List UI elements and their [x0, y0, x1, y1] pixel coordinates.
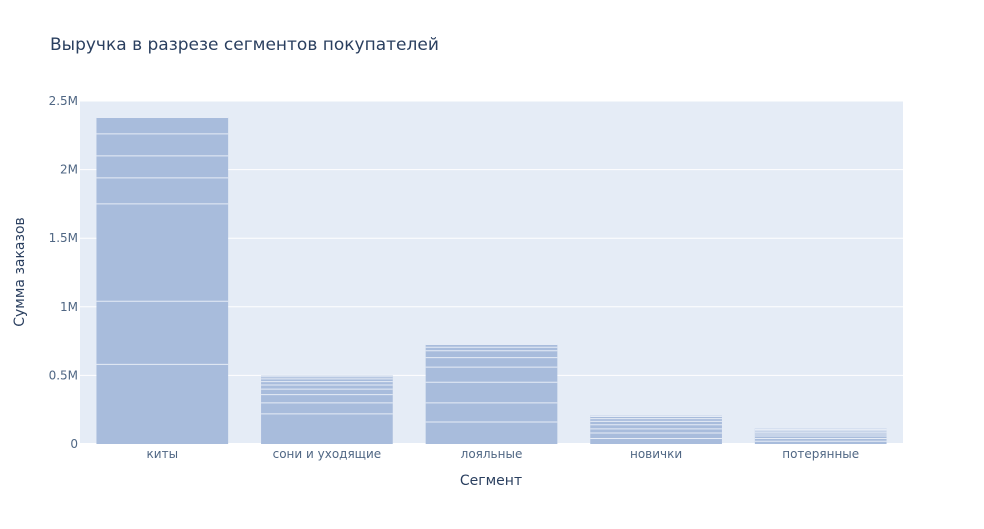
y-axis-ticks: 0 0.5M 1M 1.5M 2M 2.5M	[49, 94, 78, 451]
bar-3	[590, 415, 722, 444]
x-tick-label: новички	[630, 447, 682, 461]
x-tick-label: потерянные	[782, 447, 859, 461]
x-tick-label: киты	[147, 447, 179, 461]
bar-2	[425, 344, 558, 444]
bar-1	[261, 375, 393, 444]
x-tick-label: лояльные	[461, 447, 523, 461]
x-tick-label: сони и уходящие	[273, 447, 382, 461]
y-tick-label: 2.5M	[49, 94, 78, 108]
y-tick-label: 0	[70, 437, 78, 451]
y-axis-title: Сумма заказов	[12, 217, 28, 327]
x-axis-ticks: киты сони и уходящие лояльные новички потеря…	[147, 447, 860, 461]
bar-0	[96, 117, 229, 445]
y-tick-label: 2M	[60, 163, 78, 177]
x-axis-title: Сегмент	[460, 473, 522, 489]
y-tick-label: 1M	[60, 300, 78, 314]
bars	[96, 116, 887, 445]
y-tick-label: 0.5M	[49, 368, 78, 382]
y-tick-label: 1.5M	[49, 231, 78, 245]
chart-title: Выручка в разрезе сегментов покупателей	[50, 35, 439, 55]
